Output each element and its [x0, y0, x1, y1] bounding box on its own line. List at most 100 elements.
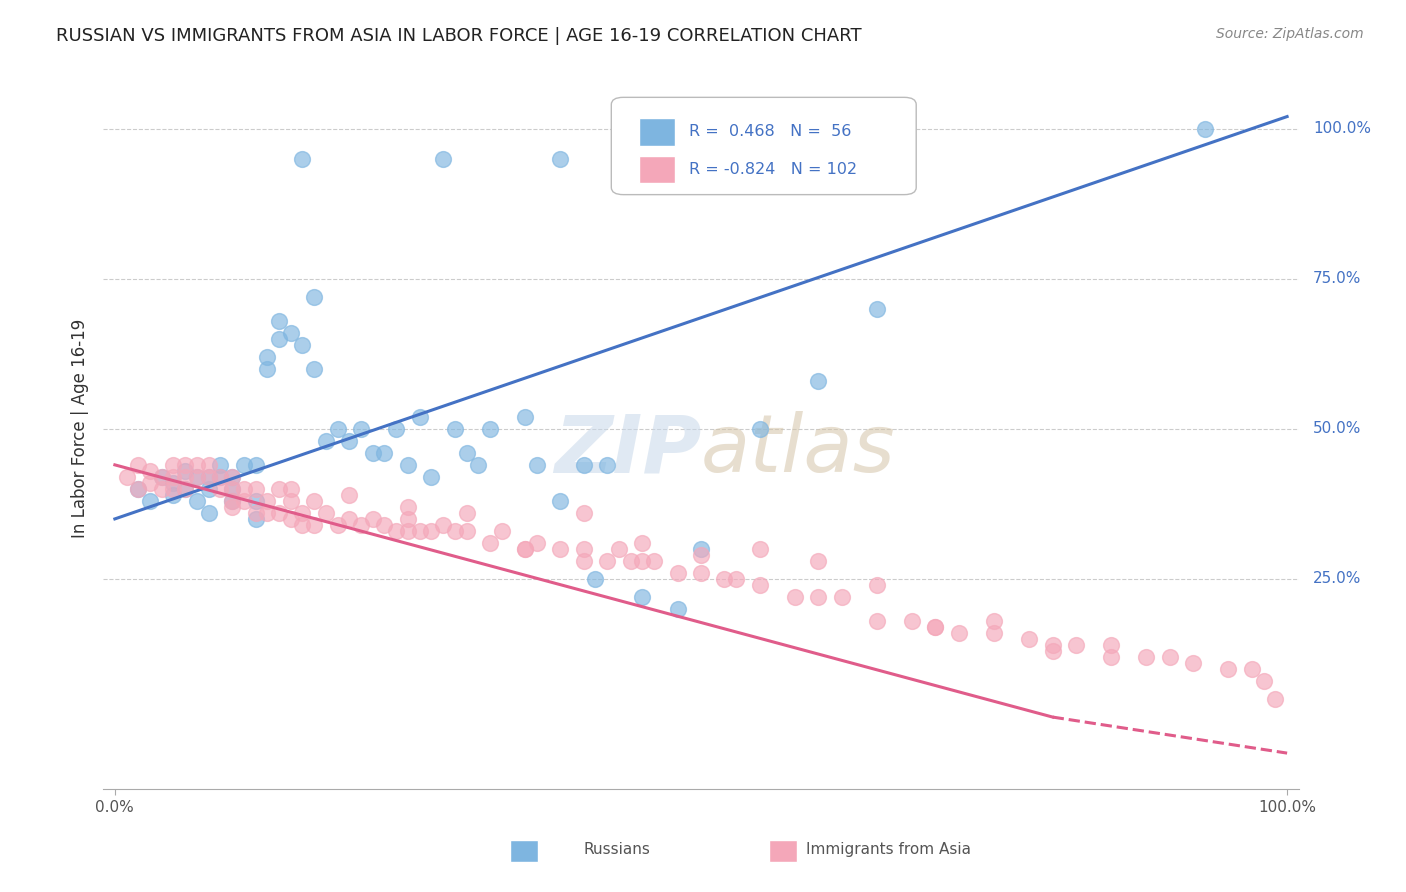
Point	[1042, 638, 1064, 652]
Point	[515, 409, 537, 424]
FancyBboxPatch shape	[769, 840, 797, 862]
Point	[1194, 121, 1216, 136]
Text: atlas: atlas	[702, 411, 896, 490]
Point	[432, 517, 454, 532]
Point	[550, 494, 572, 508]
Point	[350, 422, 373, 436]
FancyBboxPatch shape	[638, 156, 675, 183]
Point	[221, 470, 243, 484]
Point	[1182, 656, 1205, 670]
Point	[302, 361, 325, 376]
Point	[1099, 638, 1122, 652]
Point	[456, 446, 478, 460]
Point	[924, 620, 946, 634]
Point	[139, 464, 162, 478]
Point	[467, 458, 489, 472]
Point	[666, 602, 689, 616]
Point	[174, 464, 197, 478]
Point	[280, 326, 302, 340]
Point	[607, 541, 630, 556]
Point	[245, 458, 267, 472]
Point	[1218, 662, 1240, 676]
Text: Immigrants from Asia: Immigrants from Asia	[806, 842, 970, 856]
Point	[396, 524, 419, 538]
Point	[385, 524, 408, 538]
Point	[924, 620, 946, 634]
Point	[267, 332, 290, 346]
Point	[396, 512, 419, 526]
Point	[337, 434, 360, 448]
Point	[443, 422, 465, 436]
Point	[807, 554, 830, 568]
Point	[631, 536, 654, 550]
Point	[291, 338, 314, 352]
Point	[267, 314, 290, 328]
Point	[350, 517, 373, 532]
Point	[127, 458, 149, 472]
Point	[232, 482, 254, 496]
Point	[315, 434, 337, 448]
Point	[291, 506, 314, 520]
Point	[596, 458, 619, 472]
Point	[337, 488, 360, 502]
Point	[139, 494, 162, 508]
Point	[326, 517, 349, 532]
Point	[245, 494, 267, 508]
Point	[245, 482, 267, 496]
Point	[550, 541, 572, 556]
Point	[1253, 674, 1275, 689]
Point	[197, 470, 219, 484]
Point	[983, 614, 1005, 628]
Point	[162, 482, 184, 496]
Text: 75.0%: 75.0%	[1313, 271, 1361, 286]
Point	[748, 422, 770, 436]
Point	[256, 350, 278, 364]
Point	[690, 566, 713, 580]
Point	[232, 494, 254, 508]
Point	[713, 572, 735, 586]
Point	[291, 517, 314, 532]
Text: RUSSIAN VS IMMIGRANTS FROM ASIA IN LABOR FORCE | AGE 16-19 CORRELATION CHART: RUSSIAN VS IMMIGRANTS FROM ASIA IN LABOR…	[56, 27, 862, 45]
Point	[456, 524, 478, 538]
Point	[690, 548, 713, 562]
Point	[361, 446, 384, 460]
Point	[748, 541, 770, 556]
Point	[162, 475, 184, 490]
Point	[186, 494, 208, 508]
Point	[948, 626, 970, 640]
Point	[150, 470, 173, 484]
Point	[150, 482, 173, 496]
FancyBboxPatch shape	[638, 119, 675, 145]
Point	[127, 482, 149, 496]
Point	[748, 578, 770, 592]
Point	[1135, 650, 1157, 665]
Point	[174, 470, 197, 484]
Point	[491, 524, 513, 538]
Point	[162, 470, 184, 484]
Point	[831, 590, 853, 604]
Point	[197, 470, 219, 484]
Point	[572, 541, 595, 556]
Point	[690, 541, 713, 556]
Point	[807, 374, 830, 388]
Point	[643, 554, 665, 568]
Point	[256, 494, 278, 508]
Point	[337, 512, 360, 526]
Point	[302, 290, 325, 304]
Point	[478, 536, 501, 550]
Point	[866, 614, 889, 628]
Point	[866, 578, 889, 592]
Point	[866, 301, 889, 316]
FancyBboxPatch shape	[510, 840, 538, 862]
Point	[526, 536, 548, 550]
Point	[267, 506, 290, 520]
Point	[1159, 650, 1181, 665]
Point	[315, 506, 337, 520]
Point	[807, 590, 830, 604]
Point	[256, 506, 278, 520]
Point	[139, 475, 162, 490]
Point	[162, 488, 184, 502]
Point	[572, 458, 595, 472]
Point	[1042, 644, 1064, 658]
Point	[1064, 638, 1087, 652]
